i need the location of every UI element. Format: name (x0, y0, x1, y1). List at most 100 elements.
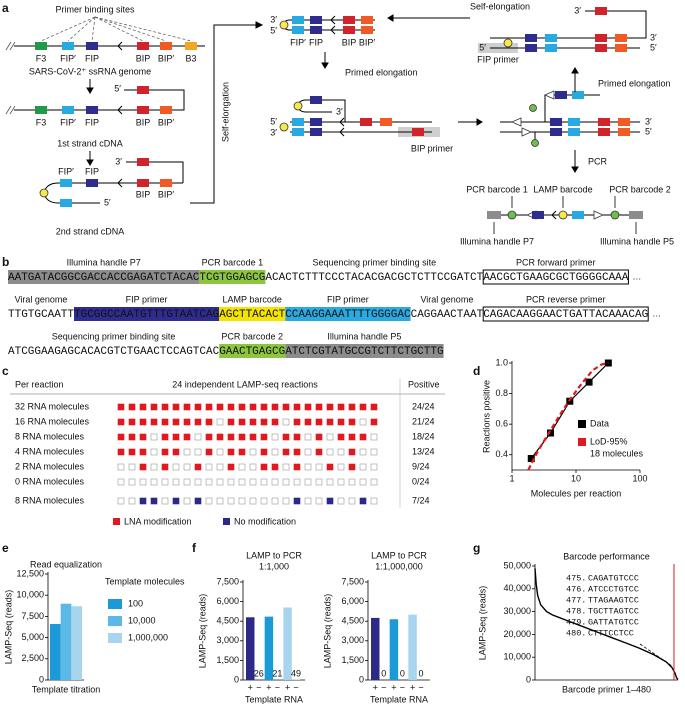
end-label: 5′ (270, 25, 277, 35)
well (238, 403, 246, 411)
well (172, 463, 180, 471)
well (249, 497, 257, 505)
primer-site (412, 128, 424, 136)
primer-site (525, 34, 537, 42)
bar (291, 679, 301, 680)
primer-site (525, 44, 537, 52)
segment-label: PCR barcode 1 (202, 257, 264, 267)
primer-site (160, 42, 172, 50)
legend-swatch (578, 438, 586, 446)
callout: Illumina handle P5 (600, 236, 674, 246)
end-label: 3′ (270, 127, 277, 137)
y-tick-label: 30,000 (503, 606, 531, 616)
legend-label: 10,000 (128, 615, 156, 625)
direction (339, 117, 345, 127)
well (315, 448, 323, 456)
bar (264, 616, 274, 680)
inset-sequence-end: GTCCC (614, 573, 640, 583)
well (216, 478, 224, 486)
value-label: 26 (254, 668, 264, 678)
site-label: B3 (185, 53, 196, 63)
step-label: Primed elongation (598, 78, 671, 88)
inset-sequence: TGCTTA (588, 606, 620, 616)
site-label: F3 (36, 117, 47, 127)
row-label: 32 RNA molecules (15, 401, 90, 411)
x-axis-title: Template titration (32, 684, 101, 694)
well (161, 478, 169, 486)
loop-marker (279, 20, 289, 30)
y-tick-label: 10,000 (16, 590, 44, 600)
y-tick-label: 10,000 (503, 652, 531, 662)
row-label: 4 RNA molecules (15, 446, 85, 456)
well (359, 478, 367, 486)
value-label: 0 (400, 668, 405, 678)
panel-label: f (192, 541, 197, 555)
well (117, 418, 125, 426)
well (216, 433, 224, 441)
well (227, 448, 235, 456)
y-tick-label: 40,000 (503, 583, 531, 593)
chart-subtitle: 1:1,000 (259, 561, 289, 571)
x-tick-label: + (410, 682, 415, 692)
well (293, 448, 301, 456)
primer-site (550, 128, 562, 136)
sequence: TGCGGCCAATGTTTGTAATCAG (74, 309, 219, 321)
well (139, 418, 147, 426)
guide (91, 16, 96, 42)
row-label: 2 RNA molecules (15, 461, 85, 471)
inset-sequence: GATTAT (588, 617, 619, 627)
well (260, 463, 268, 471)
break-mark (5, 105, 16, 115)
well (216, 403, 224, 411)
primer-site (343, 26, 355, 34)
well (370, 463, 378, 471)
step-label: BIP primer (411, 143, 453, 153)
legend-label: Data (590, 418, 609, 428)
y-tick-label: 0 (526, 674, 531, 684)
well (172, 478, 180, 486)
barcode-marker (507, 210, 517, 220)
well (370, 418, 378, 426)
arrowhead (321, 62, 329, 69)
well (150, 418, 158, 426)
well (117, 497, 125, 505)
inset-index: 475. (566, 573, 586, 583)
primer-site (555, 91, 567, 99)
inset-sequence: TTAGAA (588, 595, 620, 605)
arrowhead (86, 159, 94, 166)
sequence: TCGTGGAGCG (199, 272, 265, 284)
well (249, 448, 257, 456)
row-label: 16 RNA molecules (15, 416, 90, 426)
arrowhead (387, 14, 394, 22)
loop-marker (529, 104, 537, 112)
panel-label: e (2, 541, 9, 555)
legend-label: LNA modification (124, 516, 192, 526)
site-label: BIP′ (158, 53, 175, 63)
primer-site (361, 16, 373, 24)
primer-site (545, 44, 557, 52)
primer-site (292, 118, 304, 126)
well (194, 497, 202, 505)
inset-sequence-end: GTCC (619, 617, 639, 627)
primer-arrow (544, 90, 555, 100)
site-label: FIP′ (60, 117, 76, 127)
x-tick-label: − (381, 682, 386, 692)
well (260, 403, 268, 411)
well (194, 403, 202, 411)
end-label: 3′ (574, 5, 581, 15)
well (282, 403, 290, 411)
well (205, 497, 213, 505)
end-label: 3′ (650, 32, 657, 42)
arrowhead (476, 118, 483, 126)
well (348, 403, 356, 411)
caption: SARS-CoV-2⁺ ssRNA genome (29, 66, 151, 76)
row-label: 8 RNA molecules (15, 495, 85, 505)
well (227, 497, 235, 505)
arrowhead (86, 87, 94, 94)
callout: LAMP barcode (533, 184, 592, 194)
caption: Primer binding sites (55, 4, 135, 14)
well (359, 433, 367, 441)
primer-site (62, 42, 74, 50)
well (293, 403, 301, 411)
